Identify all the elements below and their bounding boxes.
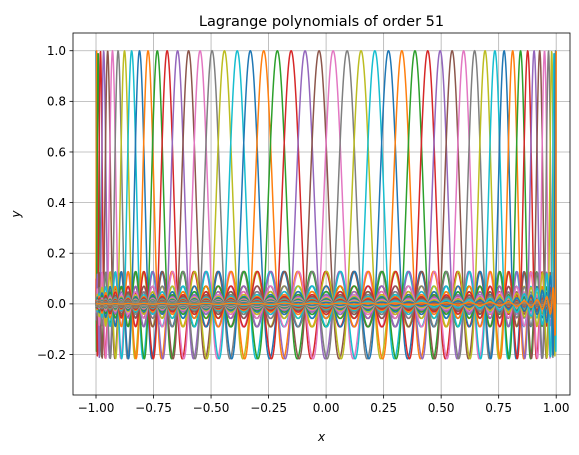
- x-tick-label: 0.25: [370, 401, 397, 415]
- x-tick-label: 0.50: [428, 401, 455, 415]
- chart-title: Lagrange polynomials of order 51: [199, 14, 444, 30]
- y-tick-label: −0.2: [37, 348, 66, 362]
- y-tick-label: 0.2: [47, 247, 66, 261]
- lagrange-series-line: [95, 49, 557, 360]
- series-lines: [95, 49, 557, 360]
- lagrange-series-line: [95, 50, 557, 356]
- y-tick-label: 1.0: [47, 44, 66, 58]
- x-tick-label: −1.00: [78, 401, 115, 415]
- x-tick-label: −0.75: [135, 401, 172, 415]
- y-tick-label: 0.8: [47, 95, 66, 109]
- x-tick-label: −0.50: [193, 401, 230, 415]
- plot-frame: [72, 32, 571, 396]
- x-tick-label: 1.00: [543, 401, 570, 415]
- x-tick-label: 0.00: [313, 401, 340, 415]
- y-axis-ticks: −0.2 0.0 0.2 0.4 0.6 0.8 1.0: [37, 44, 73, 362]
- y-tick-label: 0.6: [47, 145, 66, 159]
- y-tick-label: 0.4: [47, 196, 66, 210]
- x-axis-label: x: [317, 430, 326, 444]
- x-axis-ticks: −1.00 −0.75 −0.50 −0.25 0.00 0.25 0.50 0.75 1.00: [78, 395, 570, 415]
- x-tick-label: 0.75: [485, 401, 512, 415]
- y-tick-label: 0.0: [47, 297, 66, 311]
- y-axis-label: y: [9, 210, 23, 219]
- x-tick-label: −0.25: [250, 401, 287, 415]
- lagrange-series-line: [95, 50, 557, 336]
